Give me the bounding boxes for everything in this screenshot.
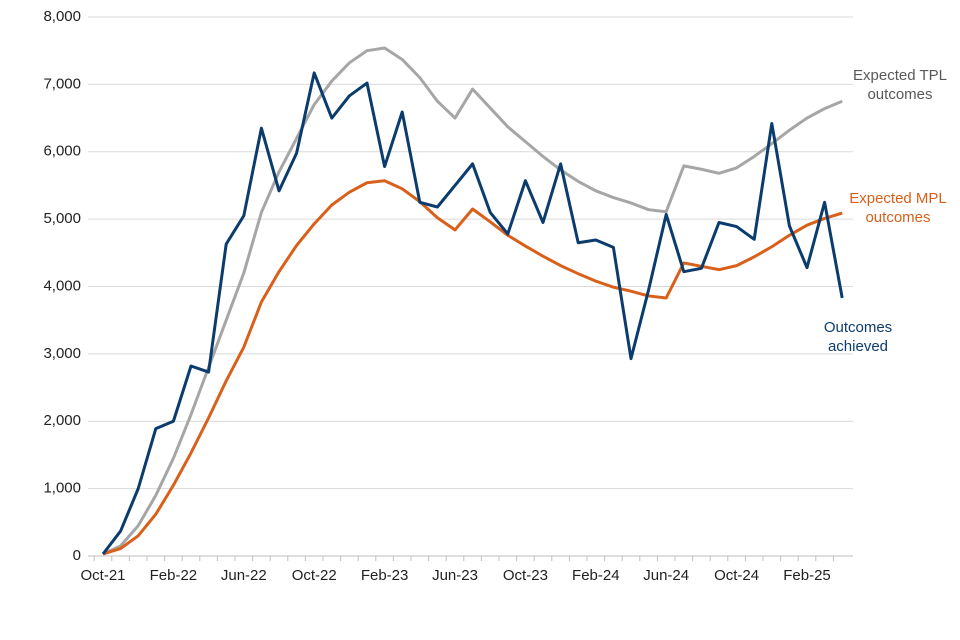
- series-line: [102, 179, 843, 556]
- x-tick-label: Feb-24: [572, 567, 620, 584]
- y-tick-label: 1,000: [43, 480, 81, 497]
- x-tick-label: Oct-24: [714, 567, 759, 584]
- x-tick-label: Jun-23: [432, 567, 478, 584]
- y-tick-label: 6,000: [43, 143, 81, 160]
- y-tick-label: 0: [73, 547, 81, 564]
- series-label: Expected TPL outcomes: [853, 67, 947, 103]
- series-label: Expected MPL outcomes: [849, 190, 947, 226]
- y-tick-label: 2,000: [43, 412, 81, 429]
- x-tick-label: Feb-25: [783, 567, 831, 584]
- series-label: Outcomes achieved: [823, 319, 893, 355]
- x-tick-label: Oct-23: [503, 567, 548, 584]
- x-tick-label: Feb-22: [150, 567, 198, 584]
- series-line: [101, 71, 844, 555]
- x-tick-label: Oct-22: [292, 567, 337, 584]
- y-tick-label: 3,000: [43, 345, 81, 362]
- x-tick-label: Jun-22: [221, 567, 267, 584]
- x-tick-label: Jun-24: [643, 567, 689, 584]
- y-tick-label: 8,000: [43, 8, 81, 25]
- x-tick-label: Feb-23: [361, 567, 409, 584]
- series-line: [102, 46, 843, 556]
- y-tick-label: 7,000: [43, 75, 81, 92]
- x-tick-label: Oct-21: [80, 567, 125, 584]
- y-tick-label: 4,000: [43, 277, 81, 294]
- y-tick-label: 5,000: [43, 210, 81, 227]
